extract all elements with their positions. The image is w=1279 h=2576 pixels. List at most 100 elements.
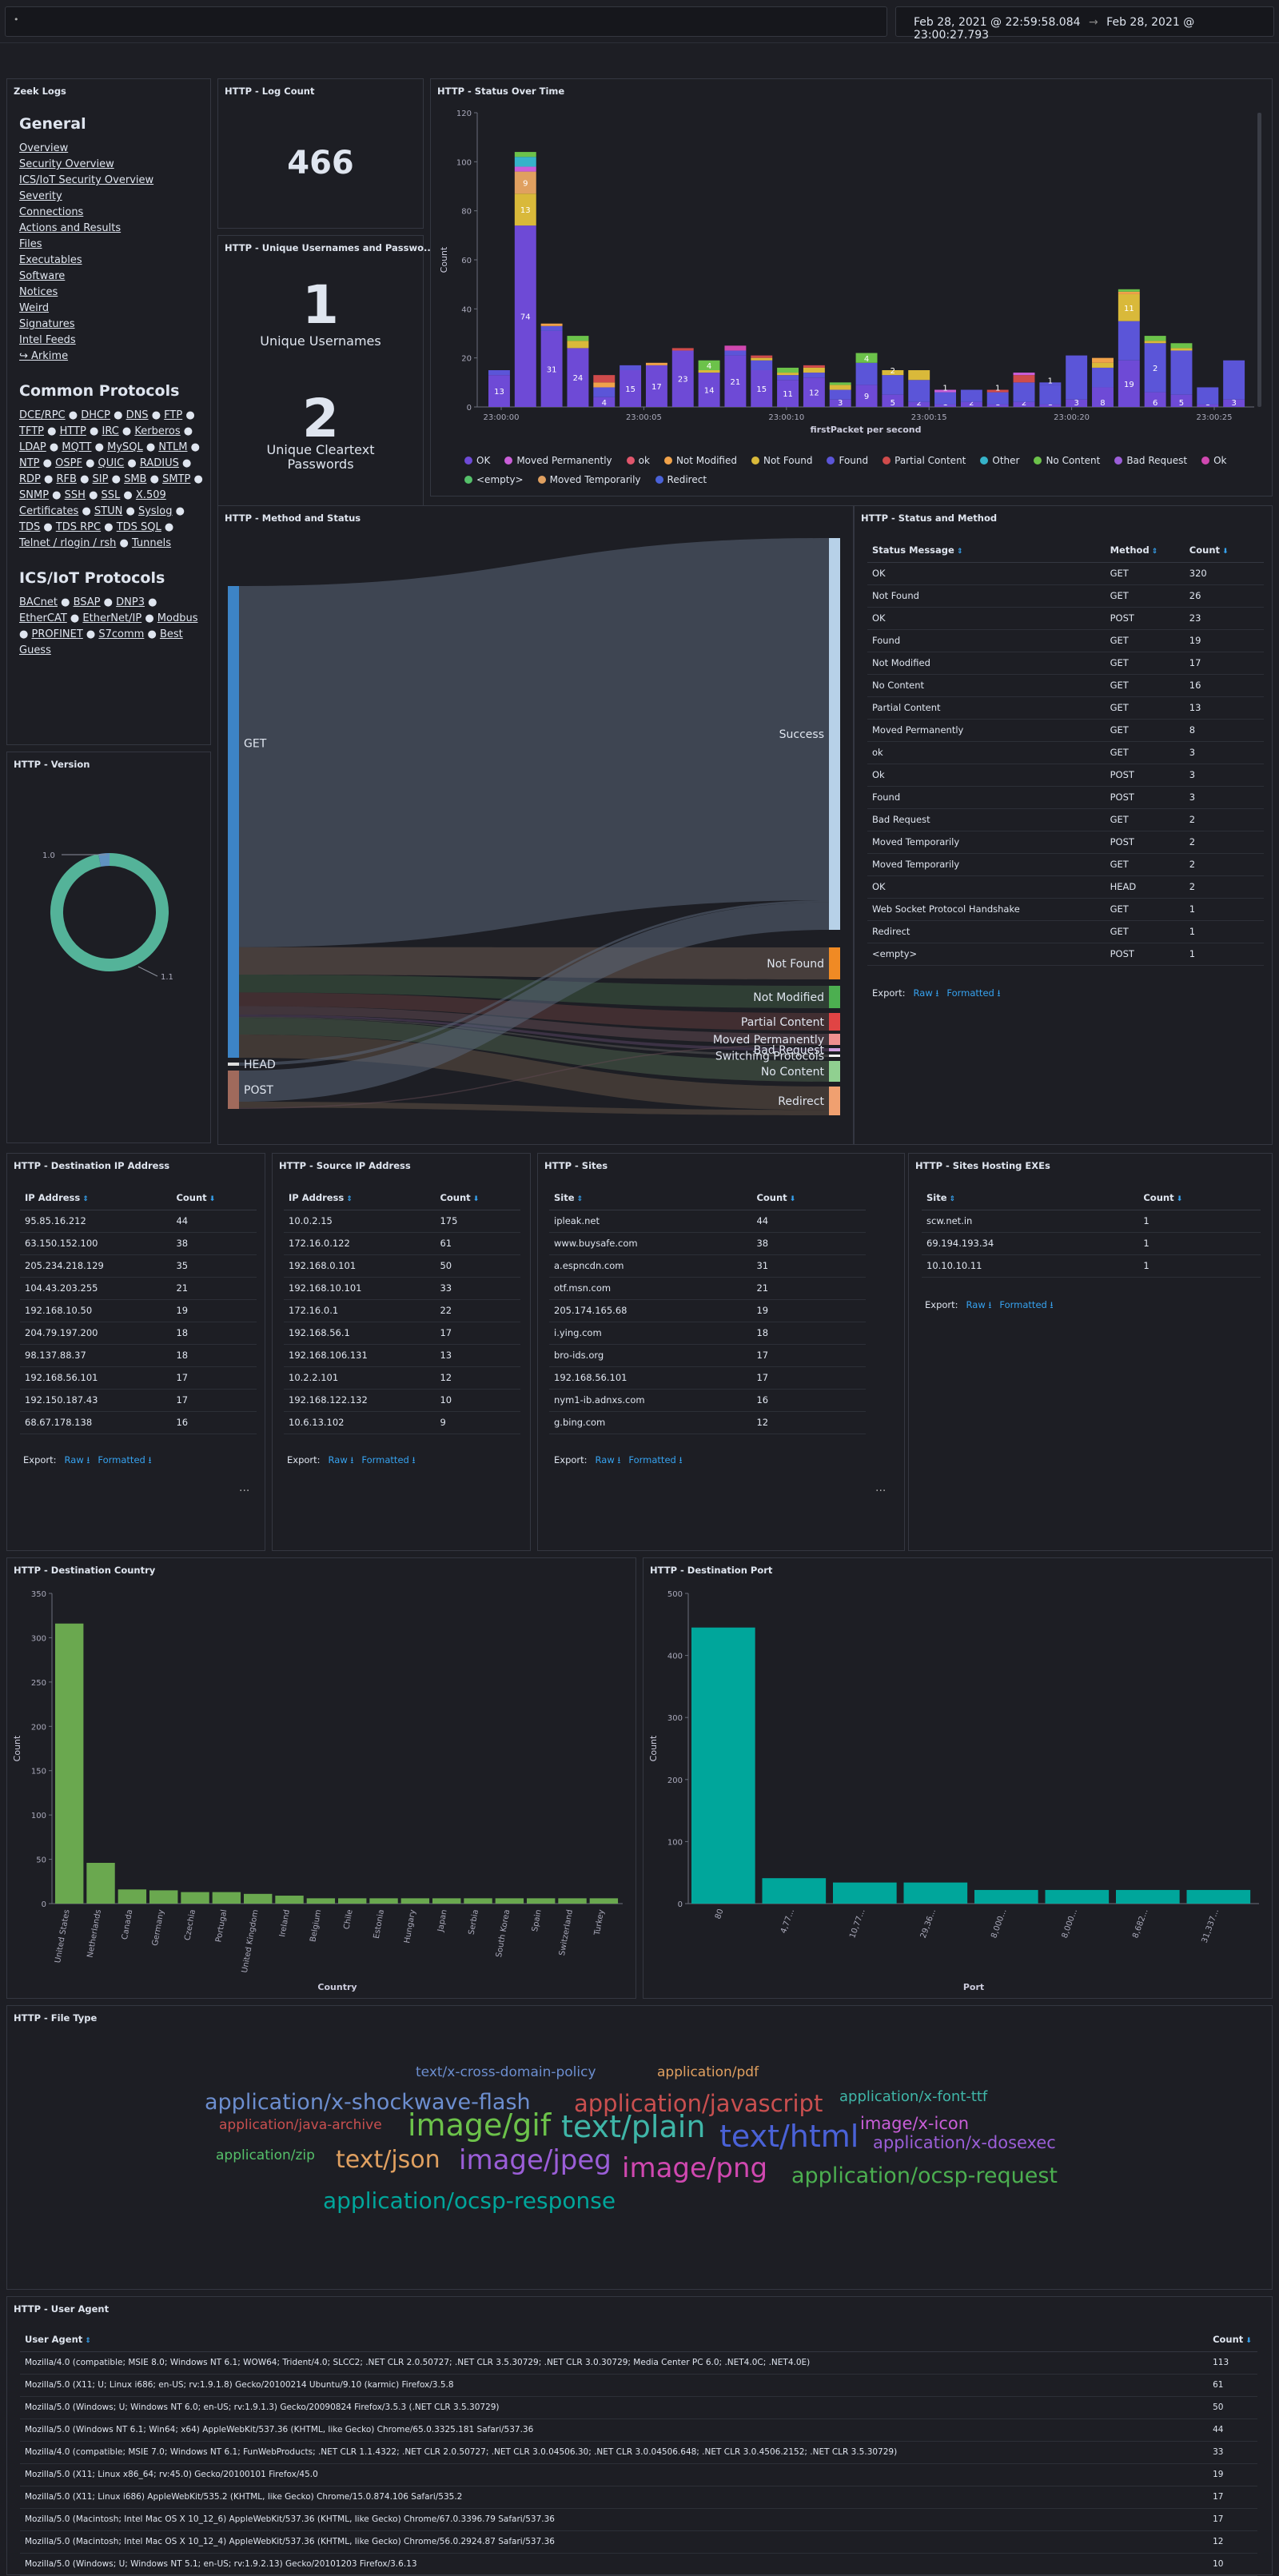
sort-icon[interactable]: ⇕ bbox=[82, 2336, 91, 2345]
export-formatted-link[interactable]: Formatted ⭳ bbox=[628, 1454, 683, 1465]
sort-icon[interactable]: ⬇ bbox=[1243, 2336, 1252, 2345]
table-row[interactable]: otf.msn.com 21 bbox=[549, 1277, 866, 1300]
legend-item[interactable]: Bad Request bbox=[1114, 455, 1187, 466]
nav-link-ics-7[interactable]: S7comm bbox=[98, 628, 145, 640]
sort-icon[interactable]: ⇕ bbox=[80, 1194, 89, 1203]
column-header[interactable]: Count ⬇ bbox=[751, 1186, 866, 1210]
bar-segment[interactable] bbox=[1170, 394, 1193, 407]
table-row[interactable]: 10.10.10.11 1 bbox=[922, 1254, 1261, 1278]
sankey-node-get[interactable] bbox=[228, 586, 239, 1058]
nav-link-general-10[interactable]: Weird bbox=[19, 302, 50, 314]
nav-link-general-1[interactable]: Security Overview bbox=[19, 158, 114, 170]
query-bar[interactable]: • bbox=[5, 6, 887, 37]
nav-link-common-21[interactable]: SNMP bbox=[19, 489, 50, 501]
bar-segment[interactable] bbox=[671, 348, 694, 351]
table-row[interactable]: 10.0.2.15 175 bbox=[284, 1210, 520, 1233]
export-formatted-link[interactable]: Formatted ⭳ bbox=[361, 1454, 416, 1465]
bar-segment[interactable] bbox=[488, 375, 510, 407]
bar-segment[interactable] bbox=[1066, 399, 1088, 407]
column-header[interactable]: Method ⇕ bbox=[1105, 538, 1185, 563]
bar-segment[interactable] bbox=[855, 353, 878, 363]
bar-segment[interactable] bbox=[751, 370, 773, 407]
word-cloud-term[interactable]: application/ocsp-request bbox=[791, 2163, 1058, 2188]
legend-item[interactable]: Not Found bbox=[751, 455, 812, 466]
bar-segment[interactable] bbox=[488, 370, 510, 376]
table-row[interactable]: Moved Temporarily POST 2 bbox=[867, 831, 1264, 854]
bar-segment[interactable] bbox=[1197, 404, 1219, 407]
sankey-node-not_modified[interactable] bbox=[829, 986, 840, 1008]
table-row[interactable]: OK GET 320 bbox=[867, 562, 1264, 585]
nav-link-general-3[interactable]: Severity bbox=[19, 190, 62, 202]
bar-segment[interactable] bbox=[803, 377, 825, 407]
sankey-node-not_found[interactable] bbox=[829, 947, 840, 979]
nav-link-ics-8[interactable]: Best Guess bbox=[19, 628, 183, 656]
bar[interactable] bbox=[527, 1898, 556, 1904]
table-row[interactable]: Found POST 3 bbox=[867, 786, 1264, 809]
nav-link-common-12[interactable]: NTP bbox=[19, 457, 40, 469]
nav-link-ics-5[interactable]: Modbus bbox=[157, 612, 198, 624]
table-row[interactable]: 204.79.197.200 18 bbox=[20, 1322, 257, 1345]
table-row[interactable]: 104.43.203.255 21 bbox=[20, 1277, 257, 1300]
word-cloud-term[interactable]: image/gif bbox=[408, 2107, 552, 2143]
bar-segment[interactable] bbox=[829, 385, 851, 390]
sort-icon[interactable]: ⇕ bbox=[574, 1194, 584, 1203]
bar[interactable] bbox=[589, 1898, 619, 1904]
table-row[interactable]: 192.150.187.43 17 bbox=[20, 1389, 257, 1412]
table-row[interactable]: Not Modified GET 17 bbox=[867, 652, 1264, 675]
table-row[interactable]: Mozilla/5.0 (X11; Linux i686) AppleWebKi… bbox=[20, 2486, 1257, 2509]
bar-segment[interactable] bbox=[671, 350, 694, 407]
table-row[interactable]: g.bing.com 12 bbox=[549, 1411, 866, 1434]
legend-item[interactable]: Not Modified bbox=[663, 455, 737, 466]
table-row[interactable]: Mozilla/5.0 (Windows; U; Windows NT 5.1;… bbox=[20, 2553, 1257, 2576]
bar-segment[interactable] bbox=[1039, 404, 1062, 407]
bar-segment[interactable] bbox=[514, 193, 536, 226]
sankey-node-partial[interactable] bbox=[829, 1013, 840, 1031]
bar-segment[interactable] bbox=[777, 380, 799, 407]
column-header[interactable]: Count ⬇ bbox=[1208, 2327, 1257, 2352]
sort-icon[interactable]: ⬇ bbox=[206, 1194, 216, 1203]
bar-segment[interactable] bbox=[645, 365, 667, 407]
nav-link-general-2[interactable]: ICS/IoT Security Overview bbox=[19, 174, 154, 186]
column-header[interactable]: Site ⇕ bbox=[922, 1186, 1139, 1210]
column-header[interactable]: Count ⬇ bbox=[171, 1186, 257, 1210]
bar[interactable] bbox=[833, 1882, 897, 1904]
legend-item[interactable]: <empty> bbox=[464, 474, 524, 485]
sankey-link[interactable] bbox=[239, 1016, 829, 1057]
nav-link-general-8[interactable]: Software bbox=[19, 270, 66, 282]
bar-segment[interactable] bbox=[724, 345, 747, 351]
nav-link-common-22[interactable]: SSH bbox=[64, 489, 86, 501]
sort-icon[interactable]: ⇕ bbox=[1149, 547, 1158, 556]
nav-link-common-10[interactable]: MySQL bbox=[107, 441, 143, 453]
bar-segment[interactable] bbox=[1170, 343, 1193, 349]
table-row[interactable]: OK HEAD 2 bbox=[867, 875, 1264, 899]
bar-segment[interactable] bbox=[698, 373, 720, 407]
table-row[interactable]: Mozilla/5.0 (Windows; U; Windows NT 6.0;… bbox=[20, 2396, 1257, 2419]
bar-segment[interactable] bbox=[567, 348, 589, 407]
bar-segment[interactable] bbox=[1039, 385, 1062, 405]
export-formatted-link[interactable]: Formatted ⭳ bbox=[999, 1299, 1054, 1310]
bar-segment[interactable] bbox=[1118, 321, 1140, 361]
bar[interactable] bbox=[432, 1898, 461, 1904]
nav-link-common-13[interactable]: OSPF bbox=[55, 457, 82, 469]
bar-segment[interactable] bbox=[567, 341, 589, 349]
nav-link-ics-2[interactable]: DNP3 bbox=[116, 596, 145, 608]
bar-segment[interactable] bbox=[698, 370, 720, 373]
word-cloud-term[interactable]: application/javascript bbox=[574, 2090, 823, 2117]
table-row[interactable]: Mozilla/4.0 (compatible; MSIE 7.0; Windo… bbox=[20, 2441, 1257, 2464]
sort-icon[interactable]: ⬇ bbox=[1220, 547, 1229, 556]
legend-item[interactable]: Moved Temporarily bbox=[537, 474, 641, 485]
bar-segment[interactable] bbox=[1092, 362, 1114, 368]
bar[interactable] bbox=[974, 1889, 1038, 1904]
table-row[interactable]: Found GET 19 bbox=[867, 629, 1264, 652]
bar-segment[interactable] bbox=[777, 375, 799, 381]
bar[interactable] bbox=[212, 1892, 241, 1904]
bar-segment[interactable] bbox=[986, 389, 1009, 393]
nav-link-general-7[interactable]: Executables bbox=[19, 254, 82, 266]
sankey-link[interactable] bbox=[239, 1006, 829, 1044]
table-row[interactable]: 172.16.0.1 22 bbox=[284, 1299, 520, 1322]
bar-segment[interactable] bbox=[882, 394, 904, 407]
column-header[interactable]: Status Message ⇕ bbox=[867, 538, 1106, 563]
word-cloud-term[interactable]: application/x-shockwave-flash bbox=[205, 2090, 531, 2115]
table-row[interactable]: Redirect GET 1 bbox=[867, 920, 1264, 943]
nav-link-common-16[interactable]: RDP bbox=[19, 473, 41, 485]
